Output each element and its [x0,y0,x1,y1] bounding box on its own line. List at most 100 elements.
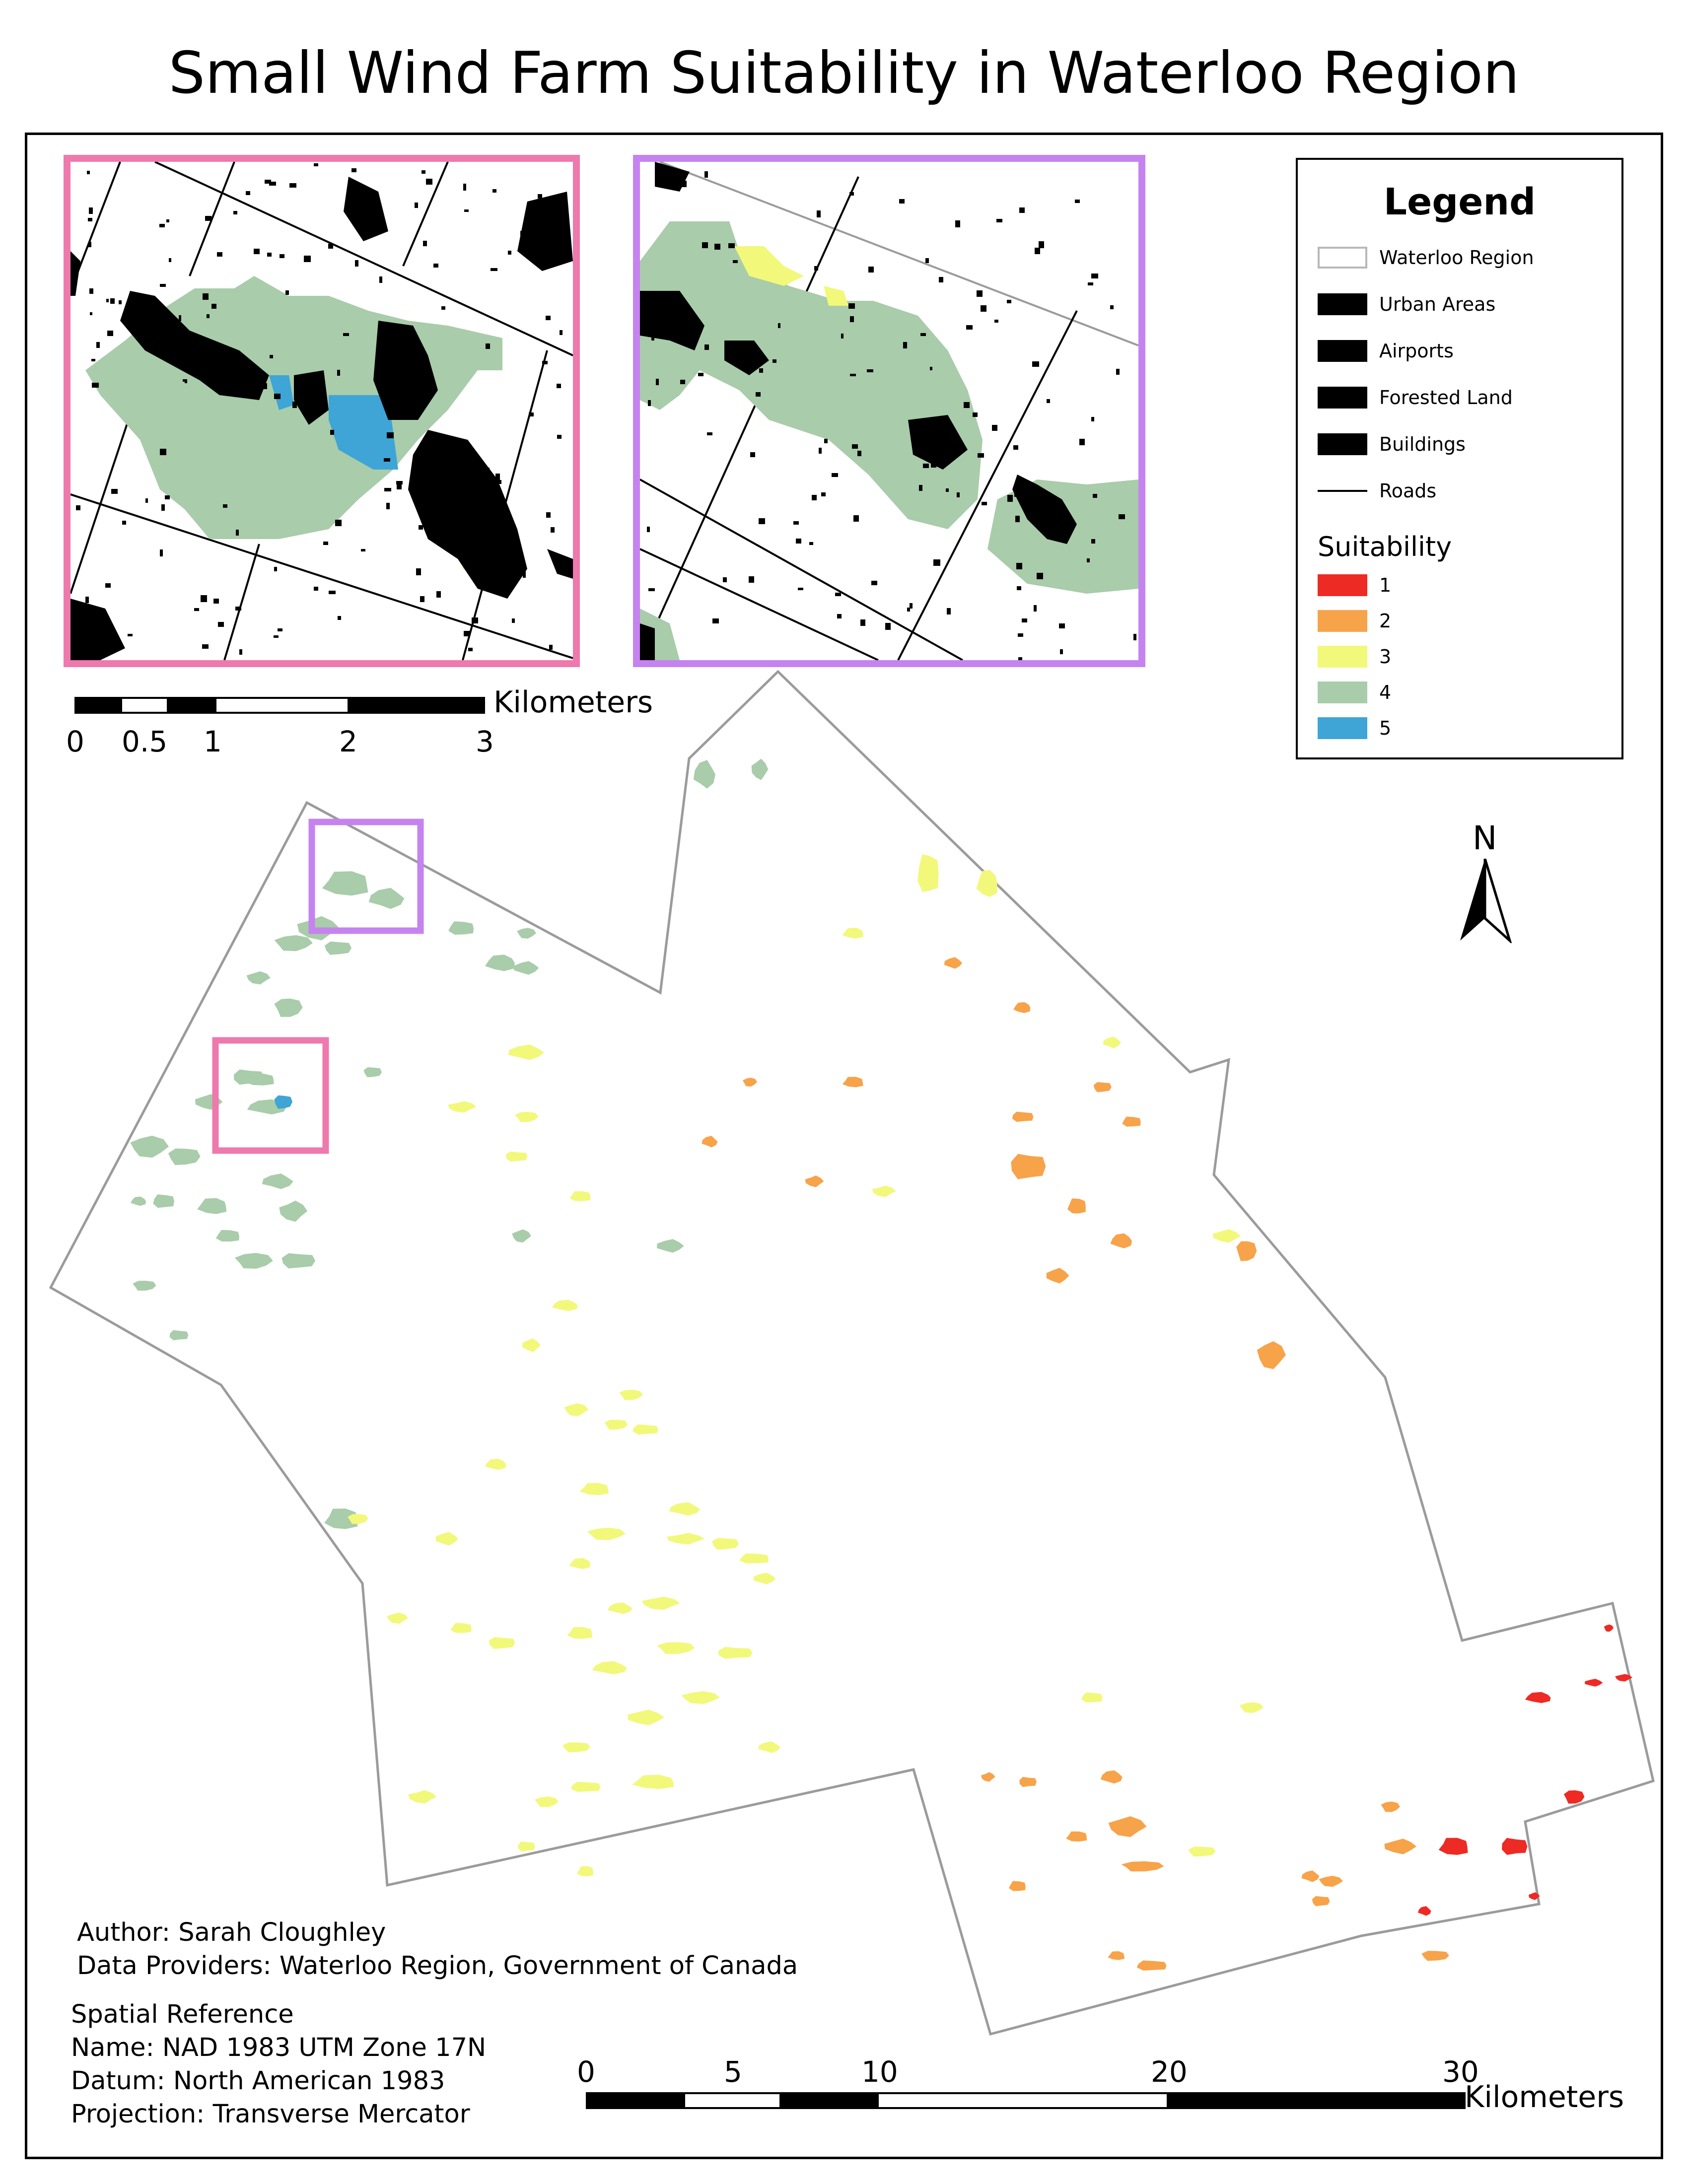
suitability-patch [633,1424,658,1435]
suitability-patch [408,1790,437,1804]
inset-locator-pink [212,1037,329,1154]
building-mark [416,568,421,575]
building-mark [246,191,250,195]
main-scale-tick: 0 [577,2055,595,2089]
building-mark [484,495,486,499]
suitability-patch [1212,1229,1241,1243]
building-mark [337,370,340,376]
suitability-patch [758,1741,780,1753]
building-mark [1116,369,1120,375]
suitability-patch [693,760,715,789]
building-mark [850,316,854,322]
building-mark [973,412,978,417]
building-mark [239,649,242,655]
building-mark [265,180,271,184]
building-mark [1119,514,1125,519]
suitability-patch [872,1185,896,1197]
building-mark [946,488,949,492]
building-mark [551,527,555,533]
building-mark [397,483,402,489]
building-mark [1047,399,1050,403]
suitability-patch [1081,1692,1103,1703]
legend-label: 3 [1379,646,1392,668]
suitability-patch [262,1173,293,1189]
building-mark [111,489,118,494]
spatial-reference: Spatial Reference Name: NAD 1983 UTM Zon… [71,1998,486,2131]
suitability-patch [244,1074,274,1086]
inset-2-suitability-3 [734,246,804,286]
building-mark [274,567,277,571]
suitability-patch [1067,1198,1086,1214]
building-mark [759,368,763,373]
suitability-patch [274,998,303,1017]
building-mark [966,325,973,330]
legend-label: Roads [1379,480,1437,502]
legend-swatch [1318,293,1367,315]
suitability-patch [168,1148,201,1165]
building-mark [1093,494,1097,498]
building-mark [128,634,133,636]
legend-label: Buildings [1379,433,1466,455]
suitability-patch [325,941,352,955]
building-mark [122,521,126,525]
building-mark [338,616,341,620]
building-mark [1032,361,1039,367]
building-mark [899,199,905,204]
building-mark [335,520,342,526]
legend-label: Waterloo Region [1379,247,1534,269]
legend-swatch [1318,646,1367,668]
building-mark [165,495,170,499]
building-mark [254,249,260,254]
main-scale-tick: 30 [1442,2055,1479,2089]
building-mark [159,224,165,227]
building-mark [957,492,960,497]
building-mark [538,194,542,199]
suitability-patch [657,1642,695,1654]
suitability-patch [592,1661,627,1675]
building-mark [361,549,365,551]
building-mark [236,530,239,536]
suitability-patch [489,1637,515,1649]
building-mark [698,373,703,376]
suitability-patch [130,1136,169,1158]
building-mark [940,424,943,430]
building-mark [92,383,99,388]
inset-map-2 [633,155,1145,667]
building-mark [274,635,279,638]
building-mark [110,298,115,304]
suitability-patch [569,1191,591,1201]
building-mark [919,485,922,491]
legend-swatch [1318,490,1367,492]
suitability-patch [1563,1790,1585,1804]
building-mark [955,220,960,227]
building-mark [939,277,943,282]
building-mark [867,369,873,372]
building-mark [194,608,199,611]
legend-swatch [1318,717,1367,739]
building-mark [89,207,93,214]
suitability-patch [641,1596,680,1610]
suitability-patch [1019,1776,1037,1787]
building-mark [202,644,209,649]
suitability-patch [1108,1816,1147,1838]
building-mark [860,619,865,626]
legend-heading: Legend [1383,181,1536,223]
building-mark [1014,492,1020,497]
building-mark [245,390,249,397]
building-mark [907,608,910,612]
building-mark [160,449,166,455]
suitability-patch [1188,1846,1216,1857]
legend-item-waterloo-region: Waterloo Region [1318,245,1534,270]
suitability-patch [917,854,939,892]
building-mark [1079,439,1085,445]
building-mark [773,359,776,363]
building-mark [852,444,858,449]
building-mark [330,430,334,435]
legend-label: Forested Land [1379,387,1513,409]
building-mark [495,480,501,484]
suitability-patch [522,1338,541,1352]
suitability-patch [627,1709,664,1725]
suitability-patch [153,1194,174,1208]
building-mark [648,588,655,591]
building-mark [86,644,91,650]
